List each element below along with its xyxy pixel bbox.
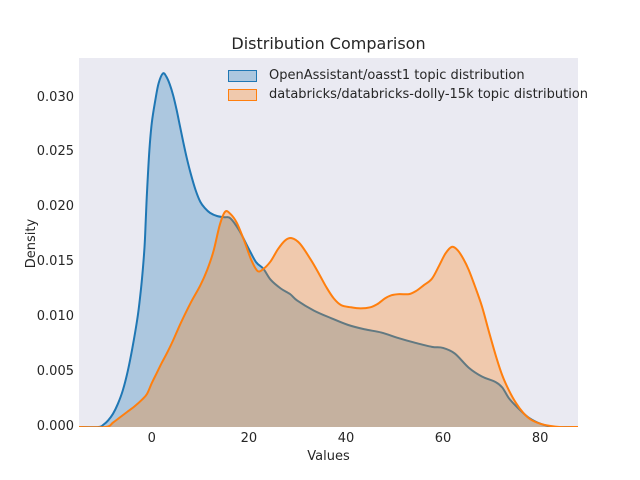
- x-tick-80: 80: [531, 431, 549, 446]
- x-axis-label: Values: [307, 449, 350, 464]
- dolly15k-kde-line: [79, 210, 578, 427]
- x-tick-20: 20: [240, 431, 258, 446]
- y-tick-0.015: 0.015: [36, 254, 74, 270]
- y-tick-0.025: 0.025: [36, 144, 74, 160]
- y-tick-0.005: 0.005: [36, 364, 74, 380]
- legend: OpenAssistant/oasst1 topic distribution …: [228, 66, 588, 104]
- y-tick-0.020: 0.020: [36, 199, 74, 215]
- chart-title: Distribution Comparison: [231, 34, 426, 53]
- dolly15k-kde-area: [79, 211, 578, 427]
- legend-entry-oasst1: OpenAssistant/oasst1 topic distribution: [228, 66, 588, 85]
- legend-label-oasst1: OpenAssistant/oasst1 topic distribution: [269, 68, 525, 83]
- x-tick-60: 60: [434, 431, 452, 446]
- x-tick-0: 0: [147, 431, 156, 446]
- y-tick-0.010: 0.010: [36, 309, 74, 325]
- oasst1-kde-area: [79, 73, 578, 427]
- oasst1-kde-line: [79, 72, 578, 427]
- legend-swatch-blue: [228, 69, 257, 82]
- legend-entry-dolly: databricks/databricks-dolly-15k topic di…: [228, 85, 588, 104]
- legend-swatch-orange: [228, 88, 257, 101]
- legend-label-dolly: databricks/databricks-dolly-15k topic di…: [269, 87, 589, 102]
- x-tick-40: 40: [337, 431, 355, 446]
- plot-area: [79, 58, 578, 427]
- y-tick-0.030: 0.030: [36, 89, 74, 105]
- y-tick-0.000: 0.000: [36, 419, 74, 434]
